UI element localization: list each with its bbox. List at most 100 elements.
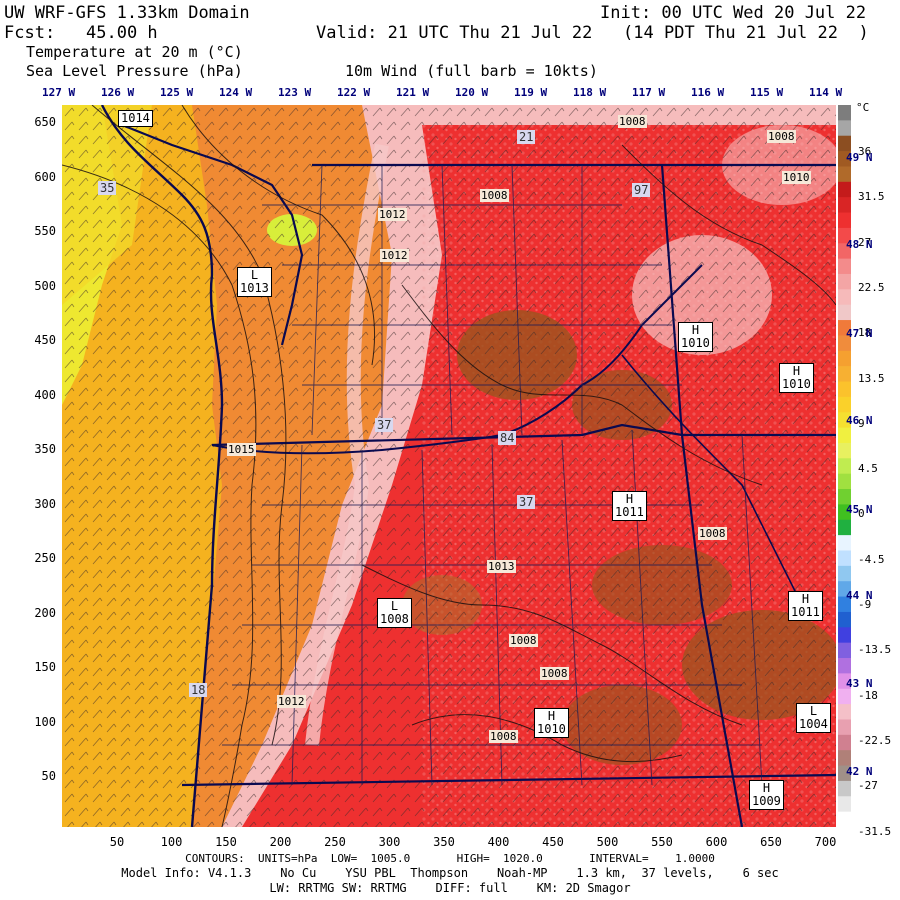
colorbar-swatch [838, 811, 851, 827]
y-tick-label: 200 [34, 605, 56, 620]
colorbar-swatch [838, 151, 851, 167]
colorbar-label: -22.5 [858, 733, 892, 747]
x-tick-label: 450 [542, 835, 564, 849]
x-tick-label: 300 [378, 835, 401, 849]
contour-label: 1008 [509, 634, 538, 647]
highway-label: 37 [517, 495, 536, 509]
longitude-label: 126 W [101, 86, 135, 99]
pressure-high: H 1011 [788, 591, 823, 621]
colorbar-swatch [838, 473, 851, 490]
colorbar-swatch [838, 719, 851, 736]
colorbar-label: 36 [858, 145, 872, 158]
latitude-label: 49 N [846, 151, 873, 164]
y-tick-label: 450 [34, 333, 56, 347]
x-tick-label: 100 [160, 835, 183, 849]
colorbar-swatch [838, 504, 851, 521]
colorbar-swatch [838, 458, 851, 475]
highway-label: 21 [517, 130, 536, 144]
longitude-label: 119 W [514, 86, 548, 99]
field-wind: 10m Wind (full barb = 10kts) [345, 62, 598, 80]
colorbar-label: -27 [858, 779, 878, 793]
y-tick-label: 250 [34, 551, 56, 565]
colorbar-swatch [838, 550, 851, 567]
longitude-label: 118 W [573, 86, 607, 99]
colorbar-swatch [838, 320, 851, 336]
colorbar-label: 31.5 [858, 190, 885, 204]
highway-label: 37 [375, 418, 394, 432]
colorbar-label: 13.5 [858, 371, 885, 385]
colorbar-swatch [838, 489, 851, 505]
colorbar-swatch [838, 581, 851, 598]
colorbar-swatch [838, 565, 851, 582]
longitude-label: 123 W [278, 86, 312, 99]
x-tick-label: 350 [433, 835, 455, 849]
colorbar-swatch [838, 273, 851, 290]
pressure-low: L 1013 [237, 267, 272, 297]
x-tick-label: 200 [269, 835, 292, 849]
contour-label: 1010 [782, 171, 811, 184]
latitude-label: 46 N [846, 414, 873, 427]
contour-label: 1008 [698, 527, 727, 540]
colorbar-swatch [838, 335, 851, 352]
contour-label: 1012 [277, 695, 306, 708]
colorbar-swatch [838, 688, 851, 705]
y-tick-label: 600 [34, 169, 56, 184]
x-tick-label: 150 [215, 835, 237, 849]
contour-label: 1008 [489, 730, 518, 743]
y-tick-label: 350 [34, 442, 56, 456]
colorbar-swatch [838, 796, 851, 813]
colorbar-unit: °C [856, 101, 870, 114]
longitude-label: 115 W [750, 86, 784, 99]
temperature-colorbar [838, 105, 851, 827]
colorbar-swatch [838, 658, 851, 674]
x-tick-label: 500 [596, 835, 619, 849]
colorbar-swatch [838, 765, 851, 782]
colorbar-label: -31.5 [858, 824, 892, 838]
longitude-label: 121 W [396, 86, 430, 99]
latitude-label: 48 N [846, 238, 873, 251]
longitude-label: 125 W [160, 86, 194, 99]
longitude-label: 117 W [632, 86, 666, 99]
contour-label: 1015 [227, 443, 256, 456]
forecast-map[interactable]: 1014 L 1013 H 1010 H 1010 H 1011 L 1008 … [62, 105, 836, 827]
colorbar-swatch [838, 535, 851, 551]
pressure-high: H 1009 [749, 780, 784, 810]
x-tick-label: 600 [705, 835, 728, 849]
latitude-label: 43 N [846, 677, 873, 690]
colorbar-label: 9 [858, 416, 865, 430]
highway-label: 97 [632, 183, 651, 197]
highway-label: 84 [498, 431, 517, 445]
colorbar-swatch [838, 227, 851, 244]
colorbar-label: 18 [858, 326, 872, 340]
contour-label: 1008 [480, 189, 509, 202]
colorbar-swatch [838, 120, 851, 137]
longitude-label: 120 W [455, 86, 489, 99]
colorbar-swatch [838, 704, 851, 720]
colorbar-swatch [838, 181, 851, 198]
colorbar-swatch [838, 381, 851, 398]
colorbar-swatch [838, 166, 851, 183]
colorbar-label: -9 [858, 598, 872, 611]
y-tick-label: 300 [34, 496, 56, 511]
x-tick-label: 250 [324, 835, 346, 849]
colorbar-label: -18 [858, 688, 878, 702]
x-tick-label: 650 [760, 835, 782, 849]
colorbar-swatch [838, 105, 851, 121]
longitude-label: 122 W [337, 86, 371, 99]
pressure-high: H 1010 [678, 322, 713, 352]
longitude-label: 116 W [691, 86, 725, 99]
colorbar-swatch [838, 750, 851, 767]
forecast-label: Fcst: [4, 23, 56, 43]
colorbar-swatch [838, 611, 851, 628]
contour-label: 1012 [380, 249, 409, 262]
contour-label: 1012 [378, 208, 407, 221]
colorbar-swatch [838, 258, 851, 275]
pressure-low: L 1008 [377, 598, 412, 628]
y-tick-label: 100 [34, 714, 56, 729]
colorbar-label: 0 [858, 507, 865, 521]
init-time: Init: 00 UTC Wed 20 Jul 22 [600, 3, 867, 23]
colorbar-swatch [838, 197, 851, 214]
physics-info: LW: RRTMG SW: RRTMG DIFF: full KM: 2D Sm… [269, 881, 631, 895]
contour-label: 1008 [767, 130, 796, 143]
colorbar-label: -4.5 [858, 552, 885, 566]
